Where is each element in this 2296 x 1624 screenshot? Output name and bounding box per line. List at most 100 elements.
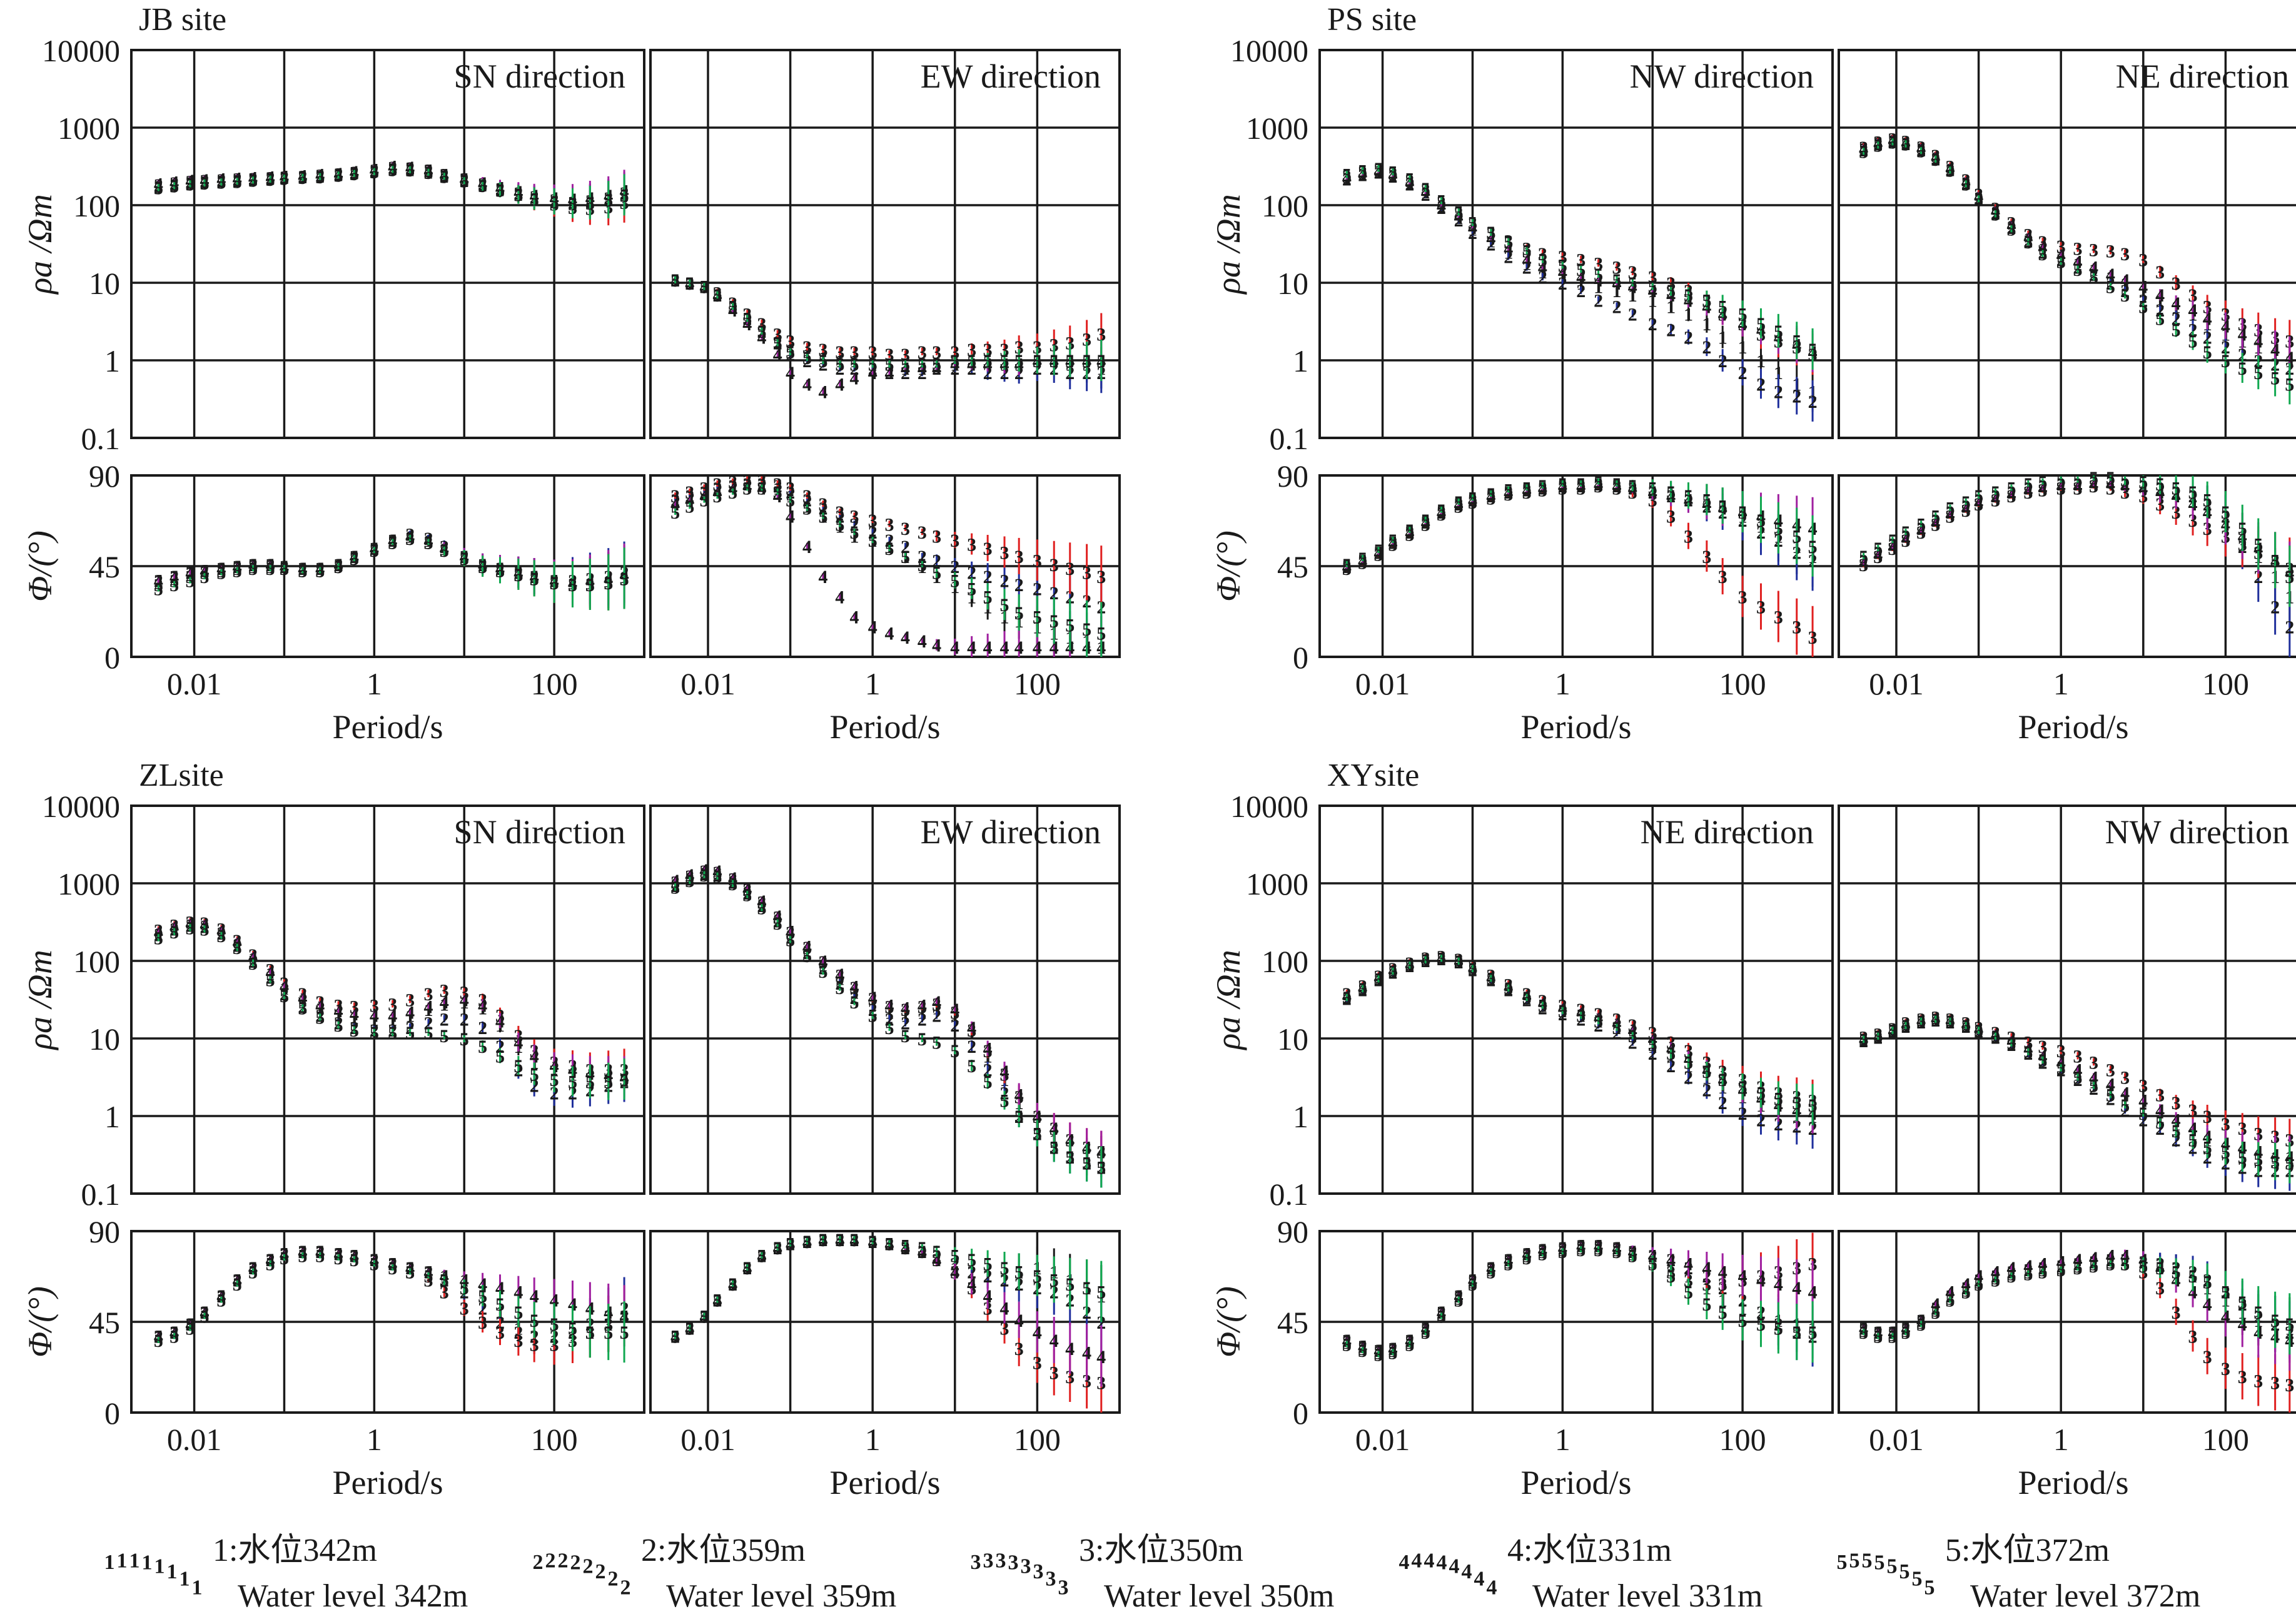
phi-data-point: 5 xyxy=(802,1232,812,1252)
phi-data-point: 3 xyxy=(2203,1347,2212,1368)
legend-sample-glyph: 1 xyxy=(154,1555,165,1578)
rho-data-point: 5 xyxy=(423,1023,433,1043)
phi-data-point: 5 xyxy=(1096,1282,1106,1303)
rho-data-point: 5 xyxy=(1808,340,1818,360)
rho-axis-title: ρa /Ωm xyxy=(1210,950,1247,1050)
phi-data-point: 5 xyxy=(757,478,766,499)
rho-data-point: 5 xyxy=(885,355,894,375)
phi-tick-label: 0 xyxy=(1293,640,1308,675)
rho-data-point: 5 xyxy=(280,168,289,189)
phi-data-point: 5 xyxy=(1388,1342,1397,1363)
phi-data-point: 5 xyxy=(1538,476,1547,497)
phi-data-point: 4 xyxy=(1792,1278,1801,1299)
legend-sample-glyph: 4 xyxy=(1399,1551,1410,1574)
rho-data-point: 5 xyxy=(1082,1154,1091,1174)
phi-data-point: 5 xyxy=(967,579,976,599)
rho-data-point: 5 xyxy=(2038,1050,2047,1071)
x-tick-label: 100 xyxy=(1719,1422,1766,1457)
rho-data-point: 5 xyxy=(1991,204,2000,225)
rho-data-point: 5 xyxy=(1342,988,1352,1008)
rho-data-point: 4 xyxy=(2188,300,2198,321)
phi-data-point: 5 xyxy=(478,1286,487,1307)
rho-data-point: 5 xyxy=(885,1018,894,1038)
rho-data-point: 5 xyxy=(1974,1021,1983,1042)
phi-data-point: 4 xyxy=(1033,637,1042,658)
phi-data-point: 5 xyxy=(423,532,433,553)
rho-data-point: 5 xyxy=(728,874,737,895)
phi-data-point: 4 xyxy=(835,587,844,607)
legend-sample-glyph: 1 xyxy=(142,1551,153,1575)
rho-data-point: 2 xyxy=(460,1009,469,1030)
x-tick-label: 0.01 xyxy=(680,1422,736,1457)
rho-tick-label: 10 xyxy=(89,266,120,301)
rho-data-point: 4 xyxy=(2138,277,2148,298)
phi-data-point: 5 xyxy=(901,1236,910,1257)
rho-axis-title: ρa /Ωm xyxy=(21,194,59,295)
rho-data-point: 5 xyxy=(685,871,694,891)
rho-data-point: 4 xyxy=(786,363,795,383)
phi-data-point: 5 xyxy=(216,563,226,584)
phi-data-point: 5 xyxy=(835,514,844,535)
rho-data-point: 5 xyxy=(1000,351,1009,372)
phi-data-point: 5 xyxy=(460,549,469,569)
rho-data-point: 5 xyxy=(1612,270,1621,291)
phi-data-point: 3 xyxy=(1792,617,1801,638)
rho-data-point: 5 xyxy=(2285,374,2294,395)
rho-data-point: 5 xyxy=(315,1007,325,1028)
rho-data-point: 3 xyxy=(2106,241,2115,262)
phi-data-point: 5 xyxy=(1888,530,1897,551)
legend-sample-glyph: 5 xyxy=(1887,1555,1898,1578)
rho-data-point: 5 xyxy=(568,194,577,215)
phi-data-point: 5 xyxy=(370,1254,379,1275)
rho-data-point: 5 xyxy=(2073,260,2083,280)
phi-data-point: 5 xyxy=(699,1306,709,1327)
phi-data-point: 5 xyxy=(802,499,812,519)
phi-data-point: 5 xyxy=(185,1319,195,1339)
rho-data-point: 5 xyxy=(350,1020,359,1041)
rho-data-point: 5 xyxy=(233,171,242,192)
rho-data-point: 5 xyxy=(604,190,613,211)
phi-data-point: 5 xyxy=(1931,1302,1940,1323)
rho-data-point: 5 xyxy=(2270,1152,2280,1173)
phi-data-point: 5 xyxy=(1373,1345,1383,1366)
legend-label-en: Water level 331m xyxy=(1532,1578,1762,1614)
rho-data-point: 5 xyxy=(185,918,195,939)
legend-sample-glyph: 2 xyxy=(558,1550,569,1573)
phi-data-point: 3 xyxy=(1082,563,1091,584)
rho-tick-label: 1 xyxy=(1293,1099,1308,1134)
phi-tick-label: 0 xyxy=(1293,1396,1308,1431)
legend-sample-glyph: 4 xyxy=(1424,1550,1435,1573)
phi-data-point: 5 xyxy=(728,482,737,503)
phi-data-point: 3 xyxy=(2238,1367,2247,1388)
phi-data-point: 5 xyxy=(154,1331,163,1351)
rho-data-point: 5 xyxy=(1931,150,1940,170)
phi-axis-title: Φ/(°) xyxy=(1210,1286,1247,1358)
rho-data-point: 5 xyxy=(1342,165,1352,186)
phi-data-point: 5 xyxy=(1000,1258,1009,1279)
phi-axis-title: Φ/(°) xyxy=(1210,530,1247,602)
phi-data-point: 5 xyxy=(1405,520,1414,541)
rho-data-point: 5 xyxy=(983,351,993,372)
phi-data-point: 3 xyxy=(1049,555,1059,576)
phi-data-point: 4 xyxy=(868,617,877,638)
phi-data-point: 3 xyxy=(1756,597,1766,617)
rho-data-point: 5 xyxy=(1558,255,1567,276)
rho-data-point: 5 xyxy=(849,992,859,1013)
site-title: PS site xyxy=(1327,2,1417,38)
phi-data-point: 5 xyxy=(585,1322,595,1343)
x-axis-title: Period/s xyxy=(2018,1464,2128,1501)
phi-data-point: 5 xyxy=(1901,522,1910,543)
rho-axis-title: ρa /Ωm xyxy=(1210,194,1247,295)
rho-data-point: 5 xyxy=(1373,159,1383,180)
phi-tick-label: 90 xyxy=(1277,459,1308,494)
phi-data-point: 5 xyxy=(670,1327,680,1347)
rho-data-point: 5 xyxy=(2203,1137,2212,1158)
phi-data-point: 5 xyxy=(1808,1322,1818,1343)
rho-data-point: 5 xyxy=(2253,363,2263,383)
rho-data-point: 5 xyxy=(1405,170,1414,190)
legend-sample-glyph: 2 xyxy=(545,1549,556,1572)
phi-data-point: 5 xyxy=(1576,474,1585,495)
rho-data-point: 5 xyxy=(2138,297,2148,317)
rho-data-point: 4 xyxy=(2172,293,2181,314)
rho-data-point: 4 xyxy=(2155,285,2165,306)
